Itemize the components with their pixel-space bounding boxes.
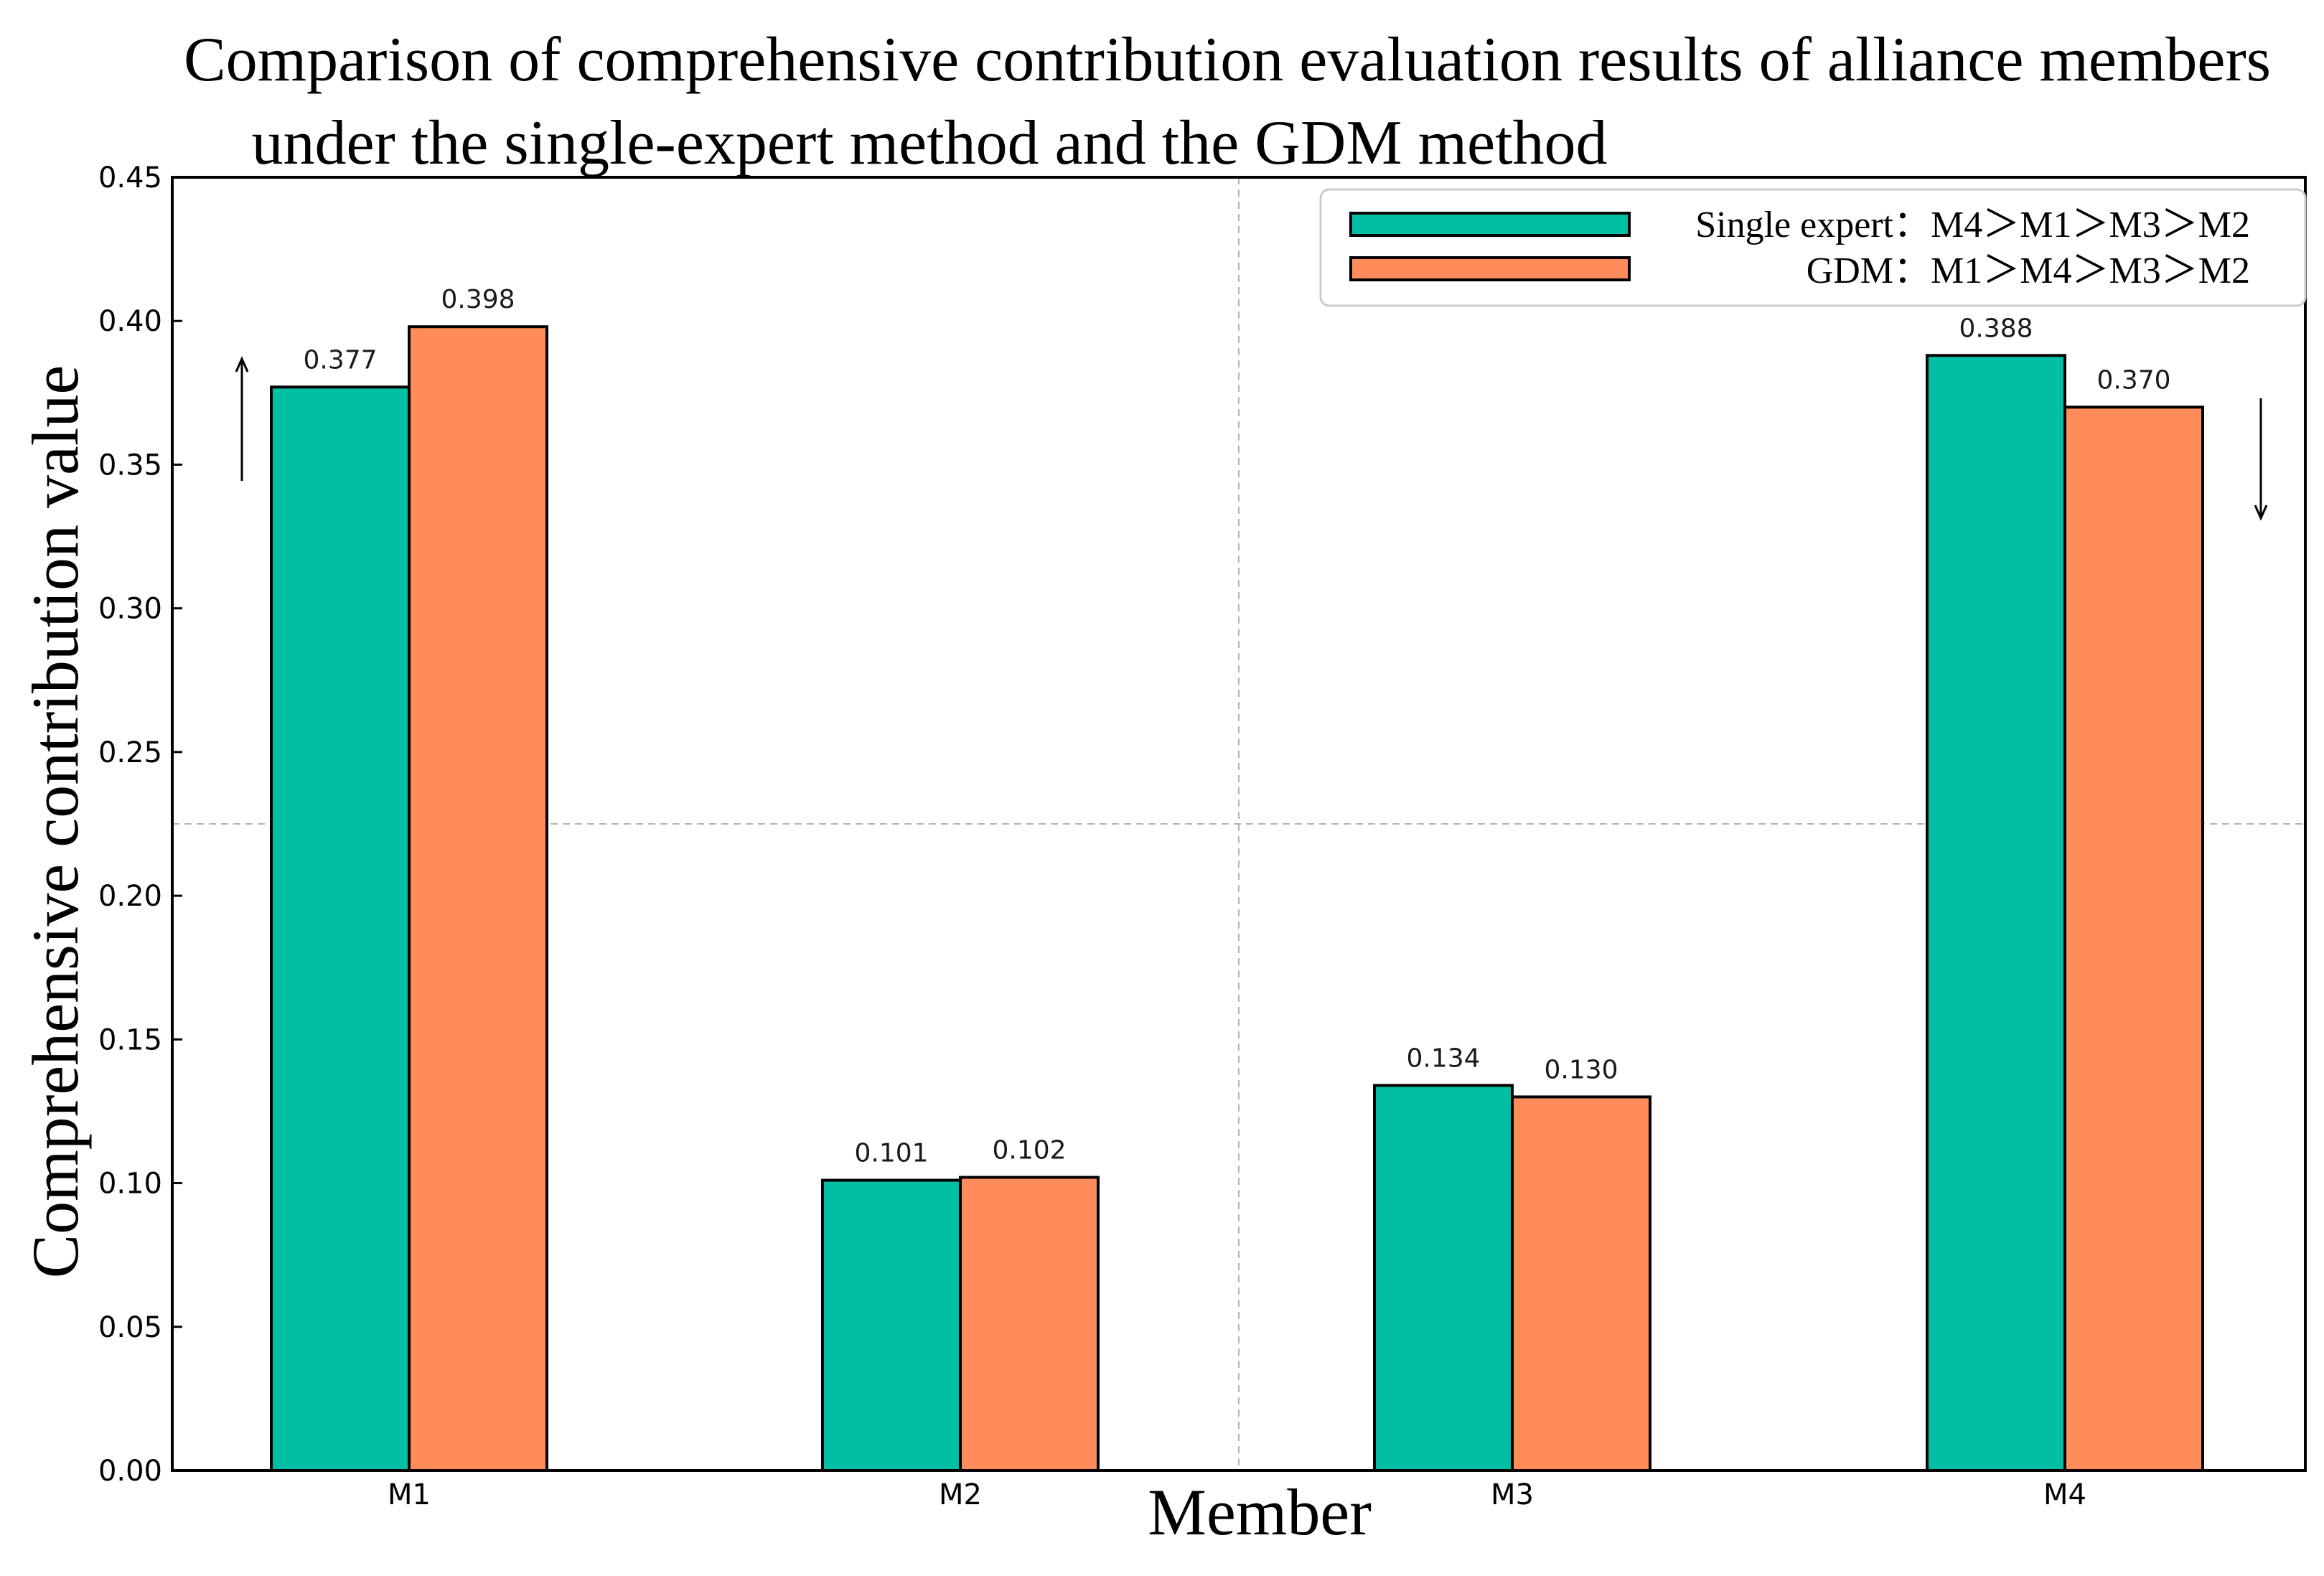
data-label-single-expert-m4: 0.388 (1959, 314, 2033, 343)
bar-gdm-m3 (1512, 1097, 1650, 1471)
data-label-gdm-m2: 0.102 (992, 1136, 1066, 1165)
data-label-single-expert-m1: 0.377 (303, 345, 377, 375)
x-tick-label-m4: M4 (2043, 1478, 2086, 1511)
legend-label-single-expert: Single expert：M4＞M1＞M3＞M2 (1695, 205, 2250, 245)
x-axis-title: Member (1148, 1476, 1372, 1549)
y-tick-label: 0.05 (98, 1311, 162, 1344)
y-tick-label: 0.25 (98, 736, 162, 769)
chart-title-line-2: under the single-expert method and the G… (251, 108, 1607, 178)
y-tick-label: 0.10 (98, 1168, 162, 1201)
x-tick-label-m1: M1 (388, 1478, 431, 1511)
trend-arrow-down-m4 (2255, 398, 2267, 518)
data-label-gdm-m3: 0.130 (1544, 1055, 1618, 1084)
data-label-single-expert-m2: 0.101 (854, 1139, 928, 1168)
y-tick-label: 0.20 (98, 880, 162, 913)
x-tick-label-m3: M3 (1491, 1478, 1534, 1511)
bar-single-expert-m3 (1374, 1085, 1512, 1471)
bar-gdm-m1 (409, 327, 547, 1471)
y-tick-label: 0.35 (98, 449, 162, 482)
y-tick-label: 0.15 (98, 1023, 162, 1056)
y-tick-label: 0.40 (98, 305, 162, 338)
data-label-single-expert-m3: 0.134 (1406, 1043, 1480, 1073)
legend-swatch-gdm (1351, 258, 1629, 280)
bar-single-expert-m4 (1927, 355, 2065, 1471)
y-tick-label: 0.30 (98, 593, 162, 626)
bar-single-expert-m2 (823, 1181, 960, 1471)
chart-title-line-1: Comparison of comprehensive contribution… (184, 25, 2271, 95)
trend-arrow-up-m1 (236, 359, 248, 481)
legend-label-gdm: GDM：M1＞M4＞M3＞M2 (1807, 250, 2250, 291)
bar-chart: Comparison of comprehensive contribution… (0, 0, 2324, 1572)
legend-swatch-single-expert (1351, 213, 1629, 235)
data-label-gdm-m4: 0.370 (2096, 365, 2170, 395)
bars-layer (271, 327, 2203, 1471)
y-tick-label: 0.00 (98, 1455, 162, 1488)
data-label-gdm-m1: 0.398 (441, 285, 515, 314)
bar-gdm-m2 (960, 1178, 1098, 1471)
y-axis-title: Comprehensive contribution value (19, 365, 92, 1278)
data-labels-layer: 0.377 0.101 0.134 0.388 0.398 0.102 0.130 0.370 (303, 285, 2170, 1168)
bar-single-expert-m1 (271, 387, 409, 1471)
chart-root: Comparison of comprehensive contribution… (0, 0, 2324, 1572)
y-tick-label: 0.45 (98, 161, 162, 194)
bar-gdm-m4 (2065, 407, 2203, 1471)
legend: Single expert：M4＞M1＞M3＞M2 GDM：M1＞M4＞M3＞M… (1321, 189, 2305, 306)
x-tick-label-m2: M2 (939, 1478, 982, 1511)
